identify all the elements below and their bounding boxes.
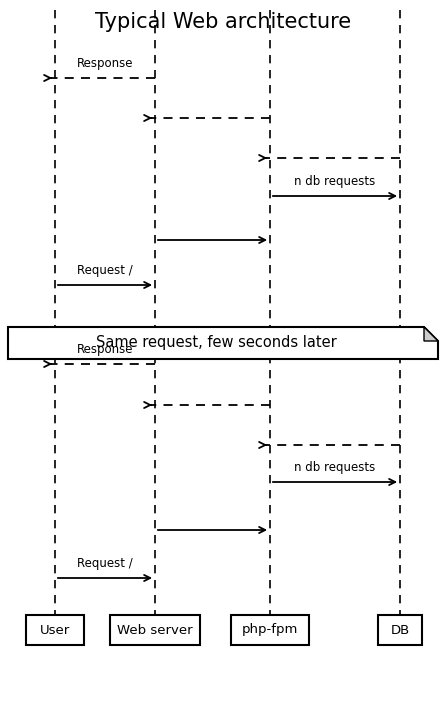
Bar (110, 615, 200, 645)
Text: Web server: Web server (117, 624, 193, 637)
Text: Response: Response (77, 57, 133, 70)
Text: Same request, few seconds later: Same request, few seconds later (96, 335, 337, 350)
Text: n db requests: n db requests (295, 461, 375, 474)
Text: php-fpm: php-fpm (242, 624, 298, 637)
Text: Request /: Request / (77, 264, 133, 277)
Bar (378, 615, 422, 645)
Bar (26, 615, 84, 645)
Text: n db requests: n db requests (295, 175, 375, 188)
Bar (231, 615, 309, 645)
Text: Response: Response (77, 343, 133, 356)
Polygon shape (424, 327, 438, 341)
Text: DB: DB (390, 624, 409, 637)
Text: Typical Web architecture: Typical Web architecture (96, 12, 351, 32)
Polygon shape (8, 327, 438, 359)
Text: Request /: Request / (77, 557, 133, 570)
Text: User: User (40, 624, 70, 637)
